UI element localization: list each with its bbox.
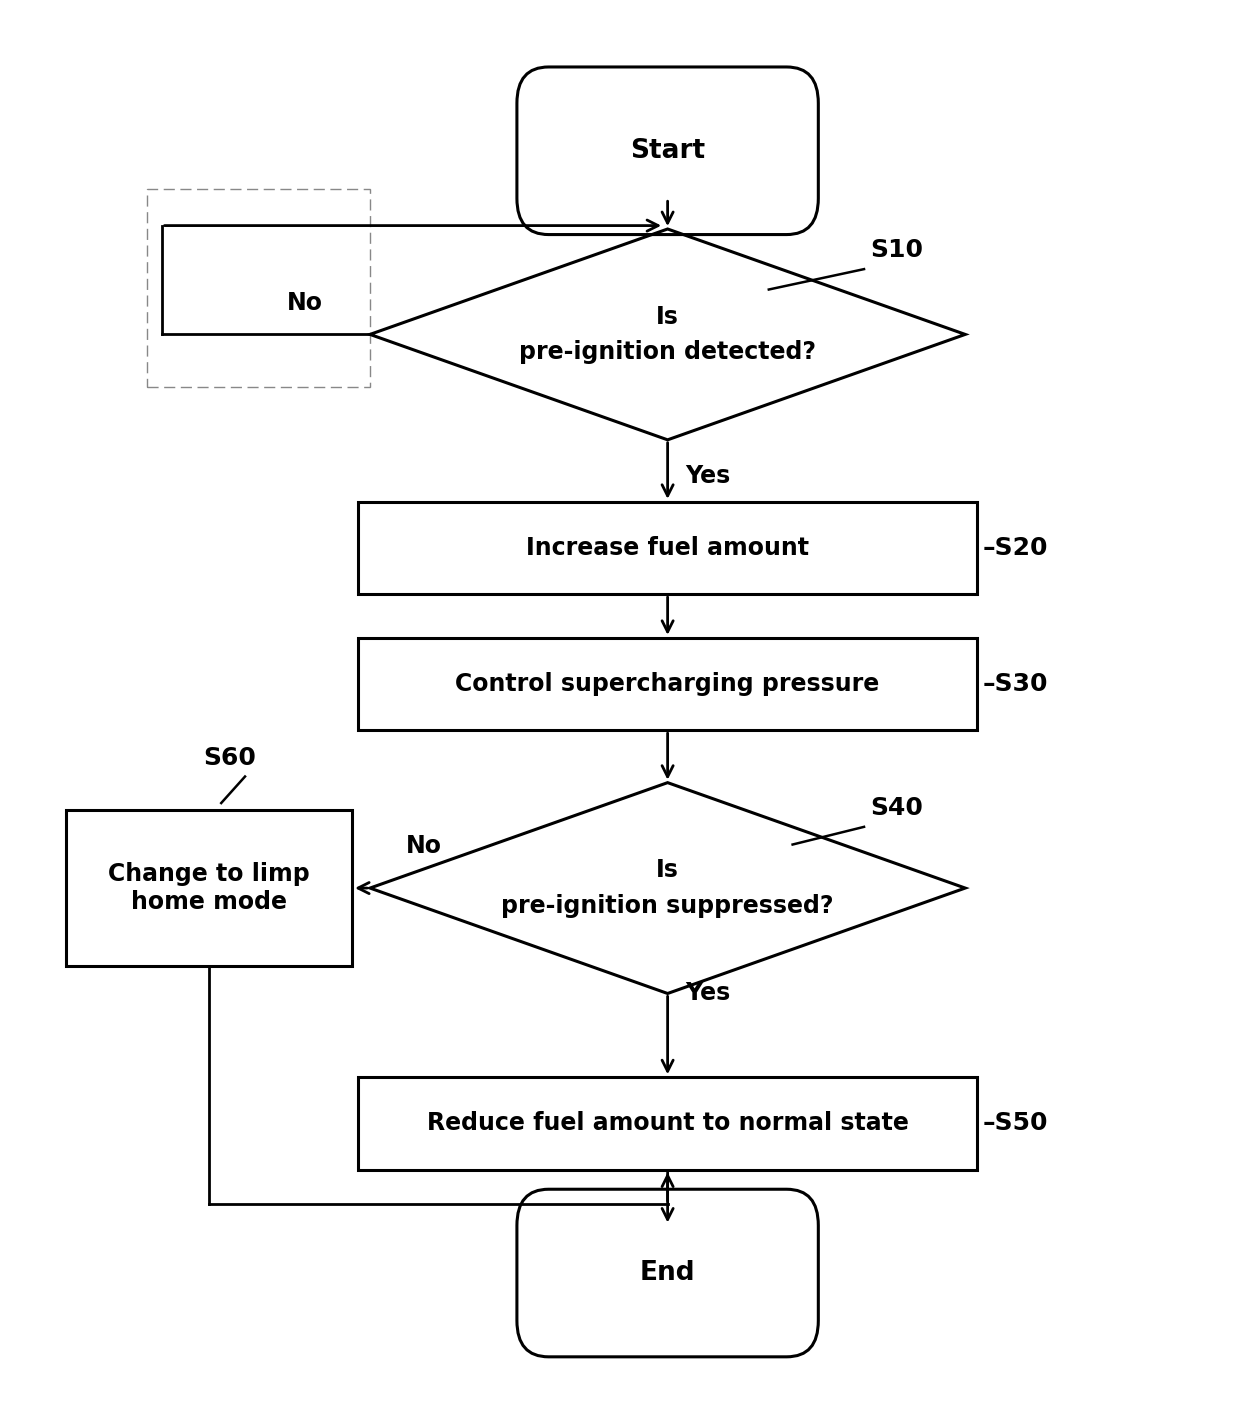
Bar [358,638,977,730]
Bar [148,188,370,387]
Text: –S30: –S30 [983,672,1049,696]
Text: Reduce fuel amount to normal state: Reduce fuel amount to normal state [427,1111,909,1135]
Text: –S50: –S50 [983,1111,1049,1135]
Text: Is
pre-ignition suppressed?: Is pre-ignition suppressed? [501,859,833,918]
Text: S40: S40 [870,796,923,820]
Text: Change to limp
home mode: Change to limp home mode [108,862,310,914]
Text: –S20: –S20 [983,536,1049,560]
Text: S10: S10 [870,238,923,262]
Text: End: End [640,1260,696,1287]
Text: Increase fuel amount: Increase fuel amount [526,536,810,560]
Text: Yes: Yes [686,463,730,487]
Bar [358,502,977,594]
Text: Is
pre-ignition detected?: Is pre-ignition detected? [520,305,816,364]
Bar [358,1077,977,1169]
Text: Start: Start [630,137,706,164]
Bar [67,811,352,966]
Text: Control supercharging pressure: Control supercharging pressure [455,672,879,696]
Text: No: No [286,290,322,315]
Text: No: No [405,835,441,859]
Text: S60: S60 [203,745,257,769]
Text: Yes: Yes [686,981,730,1005]
